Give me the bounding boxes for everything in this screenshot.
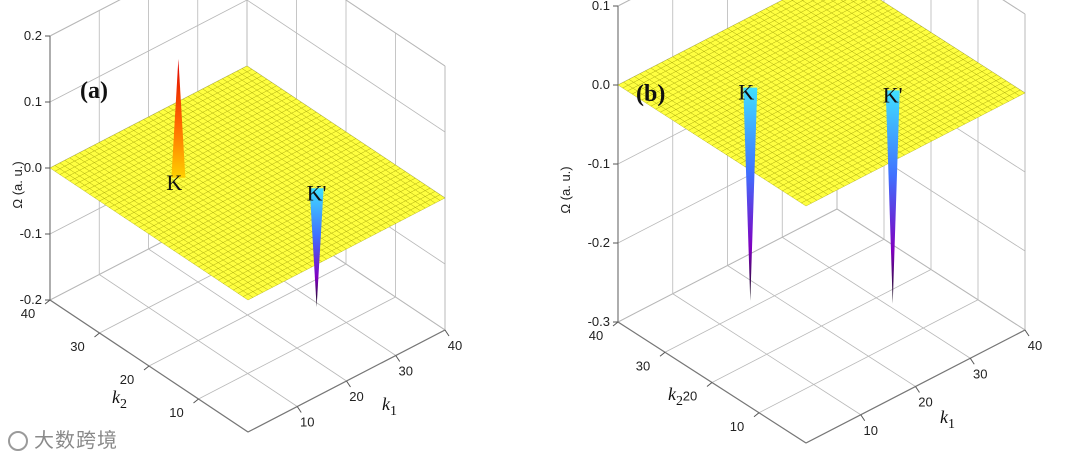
k1-tick-label: 30 — [973, 366, 987, 381]
k2-axis-label: k2 — [112, 387, 127, 412]
k2-tick-label: 10 — [730, 419, 744, 434]
positive-peak-spike — [171, 58, 186, 178]
k-prime-point-label: K' — [307, 180, 327, 205]
k1-axis-label: k1 — [940, 407, 955, 432]
negative-peak-spike — [743, 87, 758, 301]
surface-mesh — [49, 65, 446, 301]
k1-tick-label: 20 — [918, 395, 932, 410]
k2-tick-label: 20 — [120, 372, 134, 387]
negative-peak-spike — [309, 188, 324, 308]
k1-tick-label: 40 — [1028, 338, 1042, 353]
z-tick-label: -0.3 — [588, 314, 610, 329]
z-tick-label: 0.1 — [592, 0, 610, 13]
k2-tick-label: 10 — [169, 405, 183, 420]
panel-b: -0.3 -0.2 -0.1 0.0 0.1 10 20 30 40 10 20 30 40 k1 k2 Ω … — [558, 0, 1042, 444]
panel-label: (b) — [636, 81, 665, 107]
k2-axis-label: k2 — [668, 384, 683, 409]
negative-peak-spike — [885, 90, 900, 304]
watermark: 大数跨境 — [8, 424, 118, 453]
k1-axis-label: k1 — [382, 394, 397, 419]
k2-tick-label: 40 — [589, 328, 603, 343]
k1-tick-label: 40 — [448, 338, 462, 353]
z-tick-label: -0.2 — [588, 235, 610, 250]
z-tick-label: -0.1 — [588, 156, 610, 171]
z-tick-label: 0.0 — [24, 160, 42, 175]
k2-tick-label: 40 — [21, 306, 35, 321]
z-tick-label: -0.1 — [20, 226, 42, 241]
k2-tick-label: 30 — [636, 358, 650, 373]
k1-tick-label: 10 — [300, 415, 314, 430]
watermark-logo-icon — [8, 431, 28, 451]
z-tick-label: 0.0 — [592, 77, 610, 92]
panel-a: -0.2 -0.1 0.0 0.1 0.2 10 20 30 40 10 20 30 40 k1 k2 Ω (… — [10, 0, 462, 433]
k1-tick-label: 30 — [399, 364, 413, 379]
z-tick-label: 0.2 — [24, 28, 42, 43]
z-tick-label: -0.2 — [20, 292, 42, 307]
panel-label: (a) — [80, 78, 108, 104]
z-axis-label: Ω (a. u.) — [10, 161, 25, 208]
z-axis-label: Ω (a. u.) — [558, 166, 573, 213]
k-prime-point-label: K' — [883, 82, 903, 107]
k-point-label: K — [738, 80, 754, 105]
k1-tick-label: 10 — [864, 423, 878, 438]
k-point-label: K — [166, 170, 182, 195]
k2-tick-label: 20 — [683, 389, 697, 404]
z-tick-label: 0.1 — [24, 94, 42, 109]
k2-tick-label: 30 — [70, 339, 84, 354]
watermark-text: 大数跨境 — [34, 428, 118, 452]
surface-mesh — [617, 0, 1026, 207]
k1-tick-label: 20 — [349, 389, 363, 404]
